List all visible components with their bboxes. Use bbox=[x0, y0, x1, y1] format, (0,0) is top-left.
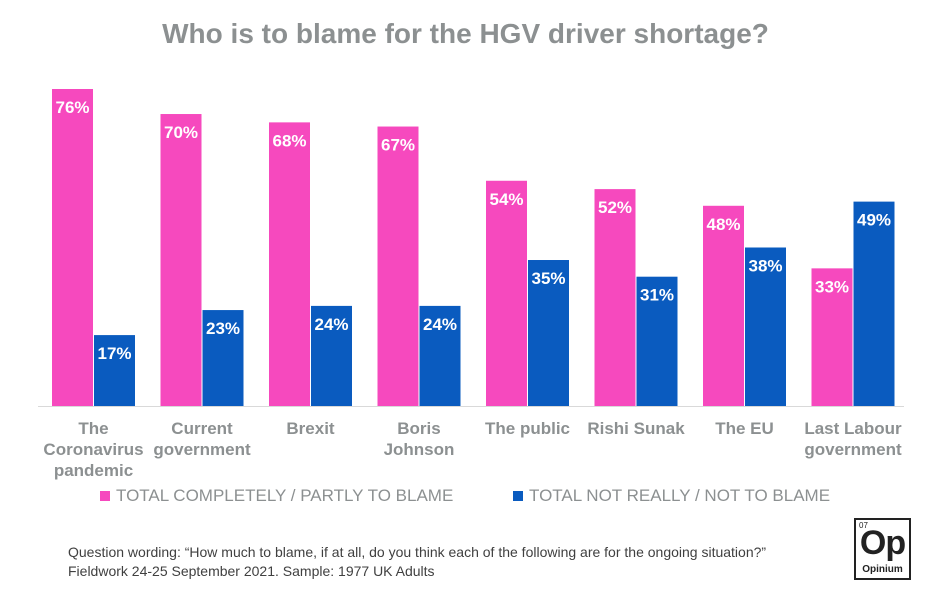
bar-blame-2 bbox=[269, 122, 310, 407]
data-label-blame-3: 67% bbox=[381, 136, 415, 155]
legend-label-not-blame: TOTAL NOT REALLY / NOT TO BLAME bbox=[529, 486, 831, 505]
data-label-blame-6: 48% bbox=[706, 215, 740, 234]
category-label-6: The EU bbox=[715, 419, 774, 438]
logo-number: 07 bbox=[859, 521, 868, 530]
data-label-not-blame-4: 35% bbox=[531, 269, 565, 288]
data-label-blame-1: 70% bbox=[164, 123, 198, 142]
data-label-not-blame-2: 24% bbox=[314, 315, 348, 334]
data-label-not-blame-5: 31% bbox=[640, 286, 674, 305]
data-label-blame-0: 76% bbox=[55, 98, 89, 117]
legend-swatch-pink bbox=[100, 491, 110, 501]
bar-not-blame-4 bbox=[528, 260, 569, 406]
bar-not-blame-7 bbox=[853, 201, 895, 406]
opinium-logo: 07 Op Opinium bbox=[854, 518, 911, 580]
chart-title: Who is to blame for the HGV driver short… bbox=[162, 18, 769, 49]
bar-not-blame-6 bbox=[745, 247, 786, 406]
bar-not-blame-3 bbox=[419, 305, 461, 406]
data-label-blame-4: 54% bbox=[489, 190, 523, 209]
logo-name: Opinium bbox=[862, 564, 903, 575]
legend-swatch-blue bbox=[513, 491, 523, 501]
category-label-5: Rishi Sunak bbox=[587, 419, 685, 438]
data-label-not-blame-0: 17% bbox=[97, 344, 131, 363]
category-label-4: The public bbox=[485, 419, 570, 438]
legend: TOTAL COMPLETELY / PARTLY TO BLAME TOTAL… bbox=[0, 486, 931, 508]
fieldwork-note: Fieldwork 24-25 September 2021. Sample: … bbox=[68, 563, 435, 579]
category-label-3: Boris Johnson bbox=[384, 419, 455, 459]
data-label-not-blame-3: 24% bbox=[423, 315, 457, 334]
data-label-not-blame-6: 38% bbox=[748, 257, 782, 276]
data-label-blame-5: 52% bbox=[598, 198, 632, 217]
data-label-not-blame-1: 23% bbox=[206, 319, 240, 338]
bar-blame-5 bbox=[594, 189, 636, 406]
bar-blame-6 bbox=[703, 205, 744, 406]
data-label-blame-2: 68% bbox=[272, 131, 306, 150]
legend-label-blame: TOTAL COMPLETELY / PARTLY TO BLAME bbox=[116, 486, 454, 505]
category-label-2: Brexit bbox=[286, 419, 335, 438]
legend-item-blame: TOTAL COMPLETELY / PARTLY TO BLAME bbox=[100, 486, 453, 506]
bar-not-blame-5 bbox=[636, 276, 678, 406]
bar-blame-1 bbox=[160, 114, 202, 407]
bar-blame-0 bbox=[52, 89, 93, 406]
bar-not-blame-1 bbox=[202, 310, 244, 406]
bar-blame-3 bbox=[377, 126, 419, 406]
bar-blame-4 bbox=[486, 180, 527, 406]
bar-blame-7 bbox=[811, 268, 853, 406]
data-label-blame-7: 33% bbox=[815, 277, 849, 296]
legend-item-not-blame: TOTAL NOT REALLY / NOT TO BLAME bbox=[513, 486, 830, 506]
question-wording: Question wording: “How much to blame, if… bbox=[68, 544, 767, 560]
logo-symbol: Op bbox=[859, 524, 906, 562]
data-label-not-blame-7: 49% bbox=[857, 211, 891, 230]
category-label-7: Last Labour government bbox=[804, 419, 902, 459]
category-label-1: Current government bbox=[153, 419, 251, 459]
bar-not-blame-2 bbox=[311, 305, 352, 406]
category-label-0: The Coronavirus pandemic bbox=[43, 419, 143, 480]
bar-not-blame-0 bbox=[94, 335, 135, 406]
